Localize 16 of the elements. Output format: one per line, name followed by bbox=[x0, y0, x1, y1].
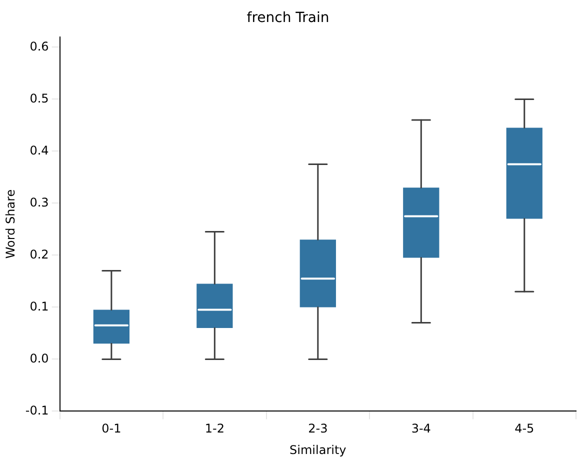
x-tick-label: 2-3 bbox=[308, 422, 328, 436]
x-tick-label: 3-4 bbox=[411, 422, 431, 436]
y-tick-label: -0.1 bbox=[25, 403, 49, 418]
x-axis-title: Similarity bbox=[290, 442, 346, 457]
x-tick-label: 0-1 bbox=[102, 422, 122, 436]
x-tick-label: 4-5 bbox=[514, 422, 534, 436]
y-tick-label: 0.2 bbox=[30, 247, 49, 262]
y-tick-label: 0.3 bbox=[30, 195, 49, 210]
y-tick-label: 0.0 bbox=[30, 351, 49, 366]
chart-title: french Train bbox=[246, 10, 330, 26]
y-tick-label: 0.6 bbox=[30, 39, 49, 54]
y-tick-label: 0.4 bbox=[30, 143, 49, 158]
y-tick-label: 0.1 bbox=[30, 299, 49, 314]
y-axis-title: Word Share bbox=[3, 189, 18, 259]
x-tick-label: 1-2 bbox=[204, 422, 224, 436]
y-tick-label: 0.5 bbox=[30, 91, 49, 106]
